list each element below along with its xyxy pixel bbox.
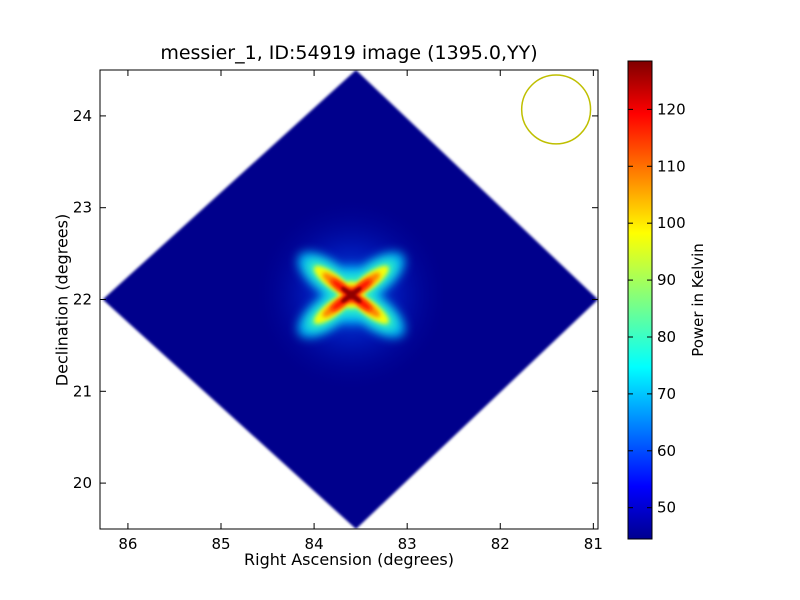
beam-circle xyxy=(520,74,592,145)
x-tick-label: 83 xyxy=(398,535,417,553)
x-tick-label: 85 xyxy=(211,535,230,553)
source-arms xyxy=(297,252,405,338)
x-ticks: 86 85 84 83 82 81 xyxy=(118,70,603,553)
cb-tick-label: 120 xyxy=(657,100,686,118)
cb-tick-label: 50 xyxy=(657,499,676,517)
colorbar xyxy=(628,61,652,539)
y-tick-label: 23 xyxy=(73,199,92,217)
cb-tick-label: 80 xyxy=(657,328,676,346)
cb-tick-label: 60 xyxy=(657,442,676,460)
y-tick-label: 20 xyxy=(73,474,92,492)
arm-layer xyxy=(341,286,362,303)
x-tick-label: 84 xyxy=(305,535,324,553)
y-tick-label: 22 xyxy=(73,291,92,309)
plot-area xyxy=(102,70,598,529)
x-tick-label: 81 xyxy=(584,535,603,553)
y-tick-label: 24 xyxy=(73,107,92,125)
colorbar-frame xyxy=(627,60,653,540)
cb-tick-label: 100 xyxy=(657,214,686,232)
x-axis-label: Right Ascension (degrees) xyxy=(244,550,454,569)
chart-title: messier_1, ID:54919 image (1395.0,YY) xyxy=(160,42,538,64)
x-tick-label: 82 xyxy=(491,535,510,553)
y-ticks: 20 21 22 23 24 xyxy=(73,107,598,492)
cb-tick-label: 70 xyxy=(657,385,676,403)
colorbar-ticks: 50 60 70 80 90 100 110 120 xyxy=(628,100,686,517)
x-tick-label: 86 xyxy=(118,535,137,553)
y-tick-label: 21 xyxy=(73,382,92,400)
cb-tick-label: 110 xyxy=(657,157,686,175)
cb-tick-label: 90 xyxy=(657,271,676,289)
source-core xyxy=(346,290,356,300)
